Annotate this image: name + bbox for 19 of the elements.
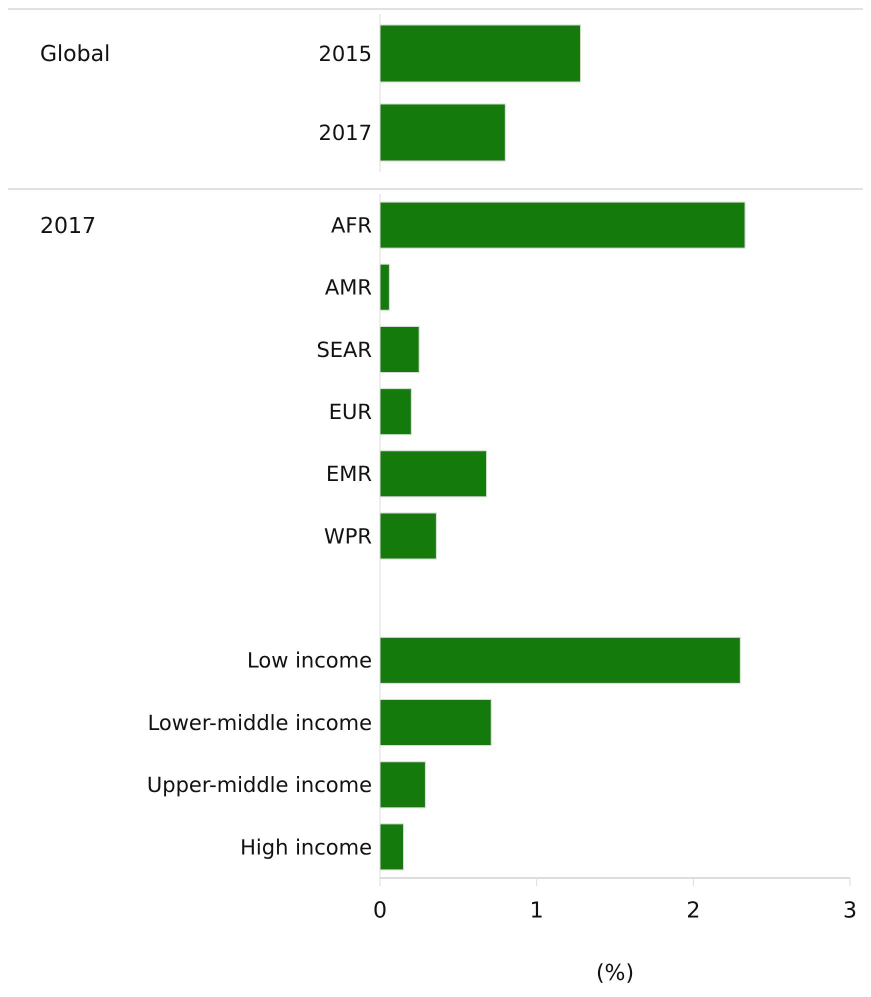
y-tick-label: AFR	[330, 213, 372, 238]
y-tick-label: 2017	[318, 120, 372, 145]
text: Global	[40, 42, 110, 68]
x-tick-label: 2	[686, 898, 700, 924]
x-axis-title: (%)	[596, 961, 634, 986]
y-tick-label: SEAR	[316, 338, 372, 362]
x-tick-label: 3	[843, 898, 857, 924]
x-tick-label: 0	[373, 898, 387, 924]
y-tick-label: 2015	[318, 42, 372, 66]
y-tick-label: Lower-middle income	[148, 710, 372, 735]
y-tick-label: EMR	[326, 462, 372, 486]
text: 2017	[40, 214, 96, 239]
y-tick-label: WPR	[324, 524, 372, 548]
y-tick-label: AMR	[324, 276, 372, 300]
y-tick-label: EUR	[328, 400, 372, 424]
x-tick-label: 1	[530, 898, 544, 924]
y-tick-label: Upper-middle income	[146, 773, 372, 798]
y-tick-label: Low income	[247, 648, 372, 673]
y-tick-label: High income	[240, 835, 372, 860]
